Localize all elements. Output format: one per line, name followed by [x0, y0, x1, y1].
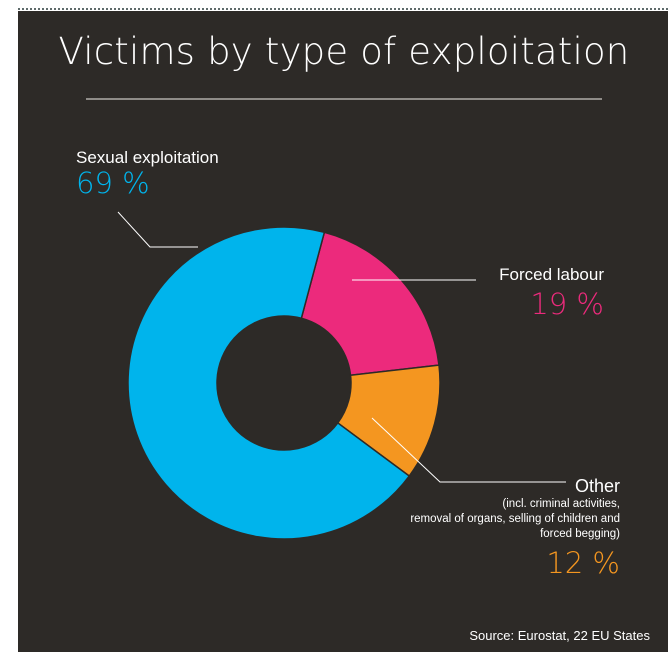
- slice-note-other: (incl. criminal activities, removal of o…: [410, 497, 620, 542]
- leader-line-other: [371, 417, 566, 483]
- slice-name-forced-labour: Forced labour: [499, 265, 604, 284]
- slice-note-line: removal of organs, selling of children a…: [410, 513, 620, 525]
- leader-line-sexual-exploitation: [117, 211, 198, 248]
- slice-name-other: Other: [574, 476, 620, 496]
- slice-note-line: forced begging): [540, 528, 620, 540]
- slice-label-forced-labour: Forced labour 19 %: [499, 265, 604, 321]
- slice-value-forced-labour: 19 %: [530, 287, 604, 321]
- chart-title: Victims by type of exploitation: [58, 30, 630, 73]
- slice-label-sexual-exploitation: Sexual exploitation 69 %: [76, 148, 219, 200]
- donut-slice-sexual-exploitation: [127, 226, 411, 540]
- top-dotted-border: [18, 8, 668, 10]
- slice-value-other: 12 %: [546, 546, 620, 580]
- source-note: Source: Eurostat, 22 EU States: [469, 628, 650, 643]
- donut-slice-forced-labour: [300, 231, 440, 377]
- slice-note-line: (incl. criminal activities,: [502, 498, 620, 510]
- slice-name-sexual-exploitation: Sexual exploitation: [76, 148, 219, 167]
- slice-value-sexual-exploitation: 69 %: [76, 166, 150, 200]
- title-divider: [86, 98, 602, 100]
- slice-label-other: Other (incl. criminal activities, remova…: [410, 476, 620, 580]
